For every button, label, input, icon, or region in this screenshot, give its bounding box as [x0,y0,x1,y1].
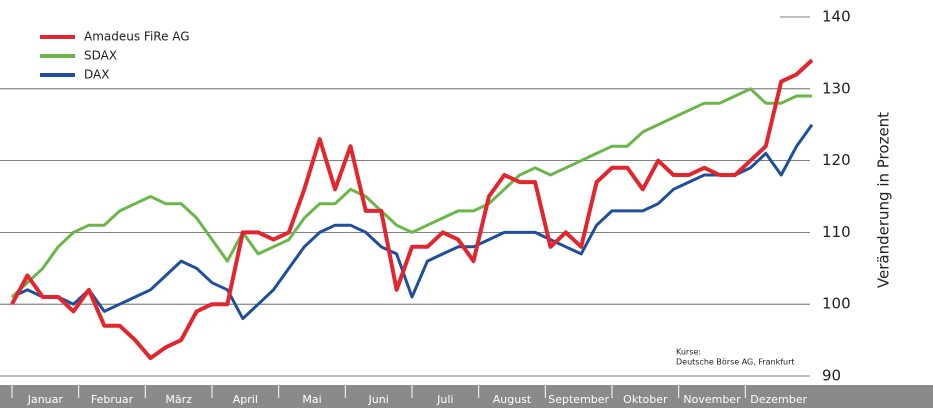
legend-label: SDAX [84,49,117,63]
x-tick-label: Februar [91,393,134,406]
x-tick-label: Juli [436,393,453,406]
x-tick-label: Mai [302,393,321,406]
x-tick-label: März [165,393,192,406]
x-tick-label: Januar [27,393,64,406]
x-tick-label: Oktober [623,393,668,406]
x-tick-label: Juni [368,393,389,406]
y-tick-label: 90 [822,367,841,385]
x-tick-label: September [548,393,609,406]
series-line [11,123,814,321]
y-axis-label: Veränderung in Prozent [875,112,893,288]
legend-label: DAX [84,68,109,82]
series-line [10,87,812,299]
x-tick-label: Dezember [750,393,807,406]
y-tick-label: 100 [822,295,851,313]
x-tick-label: August [493,393,532,406]
legend-label: Amadeus FiRe AG [84,30,190,44]
x-tick-label: April [233,393,258,406]
series-line [10,58,814,361]
y-tick-label: 120 [822,151,851,169]
x-tick-label: November [683,393,741,406]
month-bar [0,385,933,408]
y-tick-label: 130 [822,79,851,97]
annotation: Deutsche Börse AG, Frankfurt [676,358,795,367]
annotation: Kurse: [676,348,701,357]
y-tick-label: 110 [822,223,851,241]
y-tick-label: 140 [822,8,851,26]
